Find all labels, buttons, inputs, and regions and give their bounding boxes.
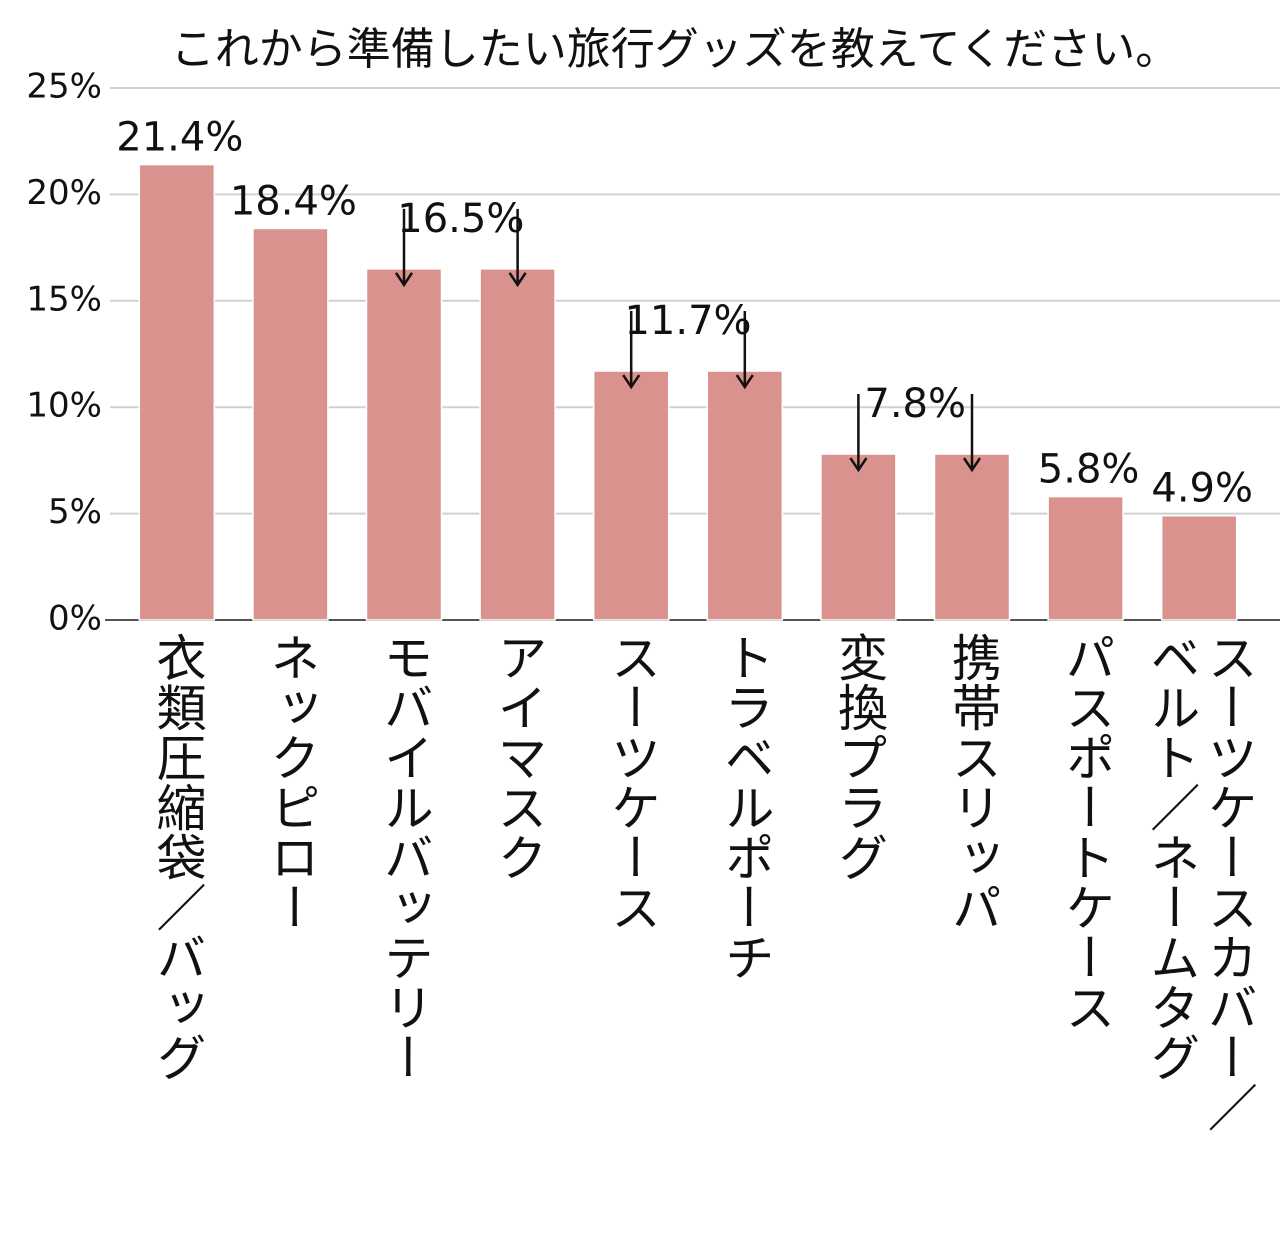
y-tick-label: 10% [26,386,102,426]
data-label: 7.8% [864,381,966,427]
x-tick-label: スーツケースカバー／ベルト／ネームタグ [1142,632,1258,1132]
bar [1160,514,1238,621]
bar [592,370,670,621]
x-tick-label: 変換プラグ [830,632,889,882]
x-tick-label: モバイルバッテリー [375,632,434,1082]
y-tick-label: 0% [48,599,102,639]
bar [365,268,443,621]
arrow-head [508,272,527,288]
bar [706,370,784,621]
chart-title: これから準備したい旅行グッズを教えてください。 [171,24,1179,75]
x-tick-label: 衣類圧縮袋／バッグ [148,632,207,1082]
arrow-head [962,457,982,473]
bar [933,453,1011,621]
bar [479,268,556,621]
bar [252,227,329,621]
x-tick-label: トラベルポーチ [716,632,775,982]
data-label: 21.4% [116,115,243,161]
x-tick-label: 携帯スリッパ [943,632,1002,932]
y-tick-label: 25% [26,67,102,107]
arrow-head [735,374,754,390]
bar [1047,495,1124,621]
y-tick-label: 20% [26,173,102,213]
bar [820,453,897,621]
bar [138,163,216,621]
arrow-head [394,272,414,288]
x-tick-label: スーツケース [602,632,661,932]
data-label: 5.8% [1038,447,1140,493]
y-tick-label: 15% [26,279,102,319]
arrow-head [622,374,641,390]
x-tick-label: アイマスク [489,632,548,882]
data-label: 11.7% [624,298,751,344]
data-label: 16.5% [397,196,524,242]
data-label: 18.4% [230,178,357,224]
x-tick-label: ネックピロー [262,632,321,932]
data-label: 4.9% [1151,466,1253,512]
arrow-head [849,457,868,473]
x-tick-label: パスポートケース [1057,632,1116,1032]
y-tick-label: 5% [48,492,102,532]
